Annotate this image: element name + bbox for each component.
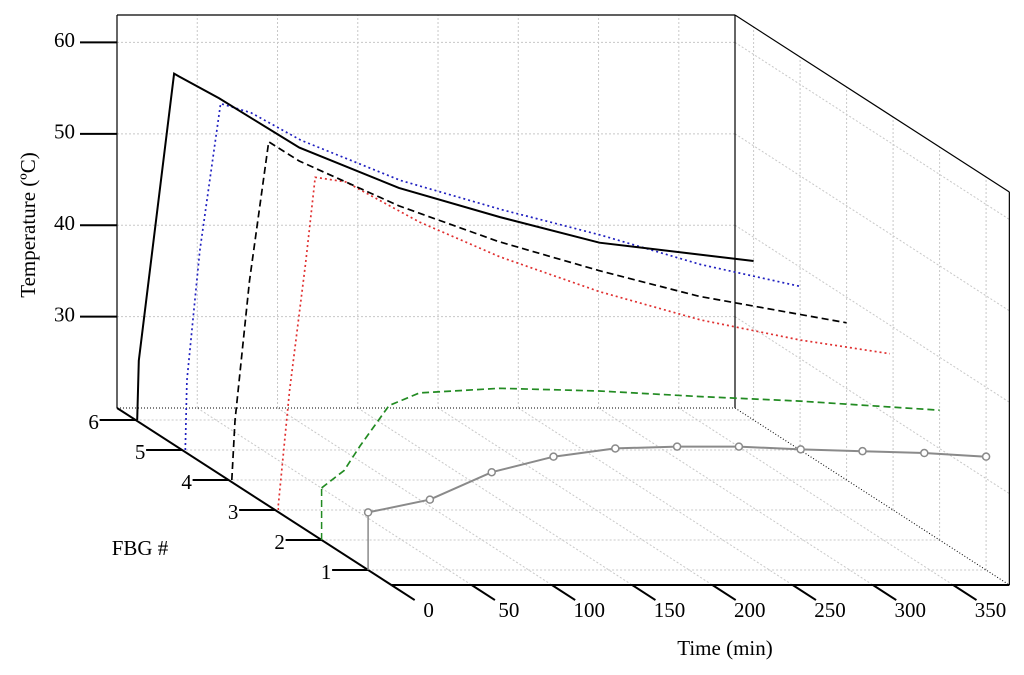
x-tick — [471, 584, 496, 601]
x-axis-title: Time (min) — [677, 636, 772, 660]
x-tick — [792, 584, 817, 601]
series-line — [136, 71, 754, 421]
x-tick — [711, 584, 737, 601]
series-marker — [487, 467, 496, 477]
grid-line — [518, 407, 793, 586]
y-tick-label: 3 — [228, 500, 239, 524]
z-axis-title: Temperature (ºC) — [16, 152, 40, 298]
series-marker — [672, 442, 682, 451]
series-marker — [363, 508, 373, 517]
x-tick — [551, 584, 576, 601]
x-tick — [872, 584, 897, 601]
grid-line — [277, 407, 553, 586]
x-tick-label: 150 — [654, 598, 686, 622]
z-tick-label: 30 — [54, 302, 75, 326]
box-edge — [734, 407, 1010, 586]
axis-line — [116, 407, 392, 586]
x-tick-label: 0 — [423, 598, 434, 622]
y-tick-label: 5 — [135, 440, 146, 464]
x-tick — [952, 584, 978, 601]
x-tick-label: 250 — [814, 598, 846, 622]
x-tick-label: 350 — [975, 598, 1007, 622]
series-marker — [858, 446, 867, 456]
y-tick-label: 2 — [274, 530, 285, 554]
box-edge — [734, 14, 1010, 193]
y-tick-label: 4 — [181, 470, 192, 494]
series-marker — [549, 452, 558, 461]
grid-line — [196, 407, 472, 586]
series-line — [184, 102, 801, 451]
x-tick-label: 50 — [498, 598, 519, 622]
grid-line — [734, 316, 1010, 495]
grid-line — [357, 407, 633, 586]
grid-line — [678, 407, 954, 586]
z-tick-label: 40 — [54, 211, 75, 235]
series-line — [321, 387, 940, 489]
grid-line — [734, 224, 1010, 403]
z-tick-label: 60 — [54, 28, 75, 52]
z-tick-label: 50 — [54, 120, 75, 144]
grid-line — [734, 41, 1010, 220]
series-line — [277, 176, 891, 506]
series-marker — [425, 495, 435, 504]
y-tick-label: 1 — [321, 560, 332, 584]
x-tick — [390, 584, 416, 601]
series-marker — [981, 452, 991, 461]
series-line — [230, 140, 847, 481]
series-marker — [796, 445, 805, 454]
series-marker — [734, 442, 744, 451]
y-axis-title: FBG # — [112, 536, 169, 560]
x-tick-label: 300 — [894, 598, 926, 622]
series-marker — [611, 444, 620, 453]
x-tick — [631, 584, 656, 601]
x-tick-label: 200 — [734, 598, 766, 622]
series-marker — [920, 448, 929, 458]
y-tick-label: 6 — [88, 410, 99, 434]
grid-line — [437, 407, 713, 586]
grid-line — [734, 133, 1010, 312]
x-tick-label: 100 — [573, 598, 605, 622]
grid-line — [598, 407, 874, 586]
